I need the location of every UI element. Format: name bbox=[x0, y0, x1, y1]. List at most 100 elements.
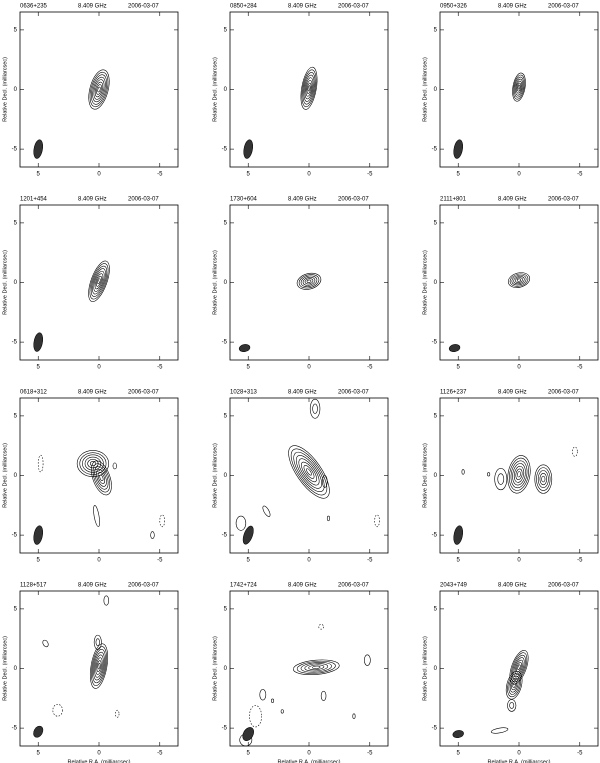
date: 2006-03-07 bbox=[128, 197, 159, 203]
contour bbox=[235, 515, 247, 531]
contour bbox=[89, 71, 109, 108]
frequency: 8.409 GHz bbox=[498, 197, 527, 203]
contour bbox=[96, 469, 107, 487]
contour bbox=[79, 452, 107, 475]
contour bbox=[509, 650, 529, 685]
date: 2006-03-07 bbox=[548, 4, 579, 10]
y-axis-label: Relative Decl. (milliarcsec) bbox=[422, 443, 428, 508]
frequency: 8.409 GHz bbox=[498, 390, 527, 396]
contour bbox=[306, 468, 312, 476]
contour bbox=[300, 66, 318, 110]
contour bbox=[92, 76, 106, 103]
contour bbox=[510, 460, 528, 489]
contour bbox=[516, 662, 522, 673]
contour bbox=[52, 703, 63, 717]
frequency: 8.409 GHz bbox=[288, 583, 317, 589]
contour bbox=[536, 467, 551, 491]
contour bbox=[115, 709, 120, 718]
panel: 0636+235 8.409 GHz 2006-03-07 Relative Decl… bbox=[2, 4, 179, 178]
contour bbox=[507, 455, 531, 494]
date: 2006-03-07 bbox=[338, 583, 369, 589]
x-tick-label: 5 bbox=[457, 558, 461, 564]
plot-frame bbox=[439, 590, 599, 747]
panel: 2111+801 8.409 GHz 2006-03-07 Relative Decl… bbox=[422, 197, 599, 371]
contour bbox=[96, 275, 102, 287]
contour bbox=[97, 278, 101, 285]
frequency: 8.409 GHz bbox=[498, 583, 527, 589]
contour bbox=[288, 445, 330, 499]
x-tick-label: -5 bbox=[367, 751, 373, 757]
panel-title: 2111+801 bbox=[440, 197, 467, 203]
contour bbox=[259, 689, 267, 701]
x-tick-label: -5 bbox=[157, 172, 163, 178]
contour bbox=[296, 272, 322, 290]
beam bbox=[33, 525, 43, 545]
y-axis-label: Relative Decl. (milliarcsec) bbox=[2, 636, 8, 701]
contour bbox=[99, 474, 104, 482]
y-tick-label: -5 bbox=[12, 147, 18, 153]
y-tick-label: -5 bbox=[222, 340, 228, 346]
contour bbox=[322, 475, 328, 488]
x-tick-label: 0 bbox=[517, 558, 521, 564]
contour bbox=[76, 450, 110, 477]
y-tick-label: 0 bbox=[224, 280, 228, 286]
contour bbox=[93, 634, 102, 650]
y-axis-label: Relative Decl. (milliarcsec) bbox=[212, 636, 218, 701]
contour bbox=[89, 461, 96, 467]
y-tick-label: 0 bbox=[14, 473, 18, 479]
contour bbox=[512, 654, 526, 680]
contour bbox=[92, 268, 106, 295]
contour bbox=[93, 79, 105, 100]
contour bbox=[494, 468, 508, 491]
x-tick-label: -5 bbox=[157, 365, 163, 371]
contour bbox=[303, 465, 315, 479]
contour bbox=[91, 460, 112, 496]
contour bbox=[91, 74, 107, 105]
contour bbox=[312, 403, 318, 414]
panel-title: 1742+724 bbox=[230, 583, 258, 589]
contour bbox=[300, 662, 332, 673]
y-tick-label: 5 bbox=[224, 606, 228, 612]
contour bbox=[301, 69, 317, 108]
contour bbox=[97, 663, 101, 670]
panel: 2043+749 8.409 GHz 2006-03-07 Relative Decl… bbox=[422, 583, 599, 763]
panel: 0618+312 8.409 GHz 2006-03-07 Relative Decl… bbox=[2, 390, 179, 564]
contour bbox=[280, 709, 284, 714]
contour bbox=[514, 659, 524, 675]
x-tick-label: 0 bbox=[307, 751, 311, 757]
contour bbox=[507, 272, 531, 288]
x-tick-label: 0 bbox=[517, 365, 521, 371]
plot-frame bbox=[439, 11, 599, 168]
contour bbox=[513, 657, 525, 678]
contour bbox=[461, 469, 465, 475]
contour bbox=[295, 455, 323, 489]
contour bbox=[517, 471, 521, 478]
panel-title: 1730+604 bbox=[230, 197, 258, 203]
contour bbox=[94, 466, 109, 490]
frequency: 8.409 GHz bbox=[78, 583, 107, 589]
x-tick-label: -5 bbox=[577, 751, 583, 757]
frequency: 8.409 GHz bbox=[78, 4, 107, 10]
contour bbox=[508, 675, 520, 695]
date: 2006-03-07 bbox=[338, 197, 369, 203]
contour bbox=[318, 624, 324, 630]
y-tick-label: -5 bbox=[432, 533, 438, 539]
contour bbox=[497, 473, 505, 485]
contour bbox=[91, 646, 107, 686]
beam bbox=[242, 727, 255, 741]
y-tick-label: 5 bbox=[224, 413, 228, 419]
contour bbox=[94, 273, 104, 290]
y-tick-label: 5 bbox=[14, 220, 18, 226]
contour bbox=[352, 713, 356, 719]
contour bbox=[290, 448, 328, 496]
frequency: 8.409 GHz bbox=[78, 390, 107, 396]
y-axis-label: Relative Decl. (milliarcsec) bbox=[422, 636, 428, 701]
panel-title: 1128+517 bbox=[20, 583, 47, 589]
date: 2006-03-07 bbox=[548, 197, 579, 203]
y-tick-label: 0 bbox=[434, 473, 438, 479]
beam bbox=[33, 139, 43, 159]
y-tick-label: 5 bbox=[14, 606, 18, 612]
contour bbox=[509, 273, 529, 287]
contour bbox=[507, 673, 522, 698]
panel: 1028+313 8.409 GHz 2006-03-07 Relative Decl… bbox=[212, 390, 389, 564]
